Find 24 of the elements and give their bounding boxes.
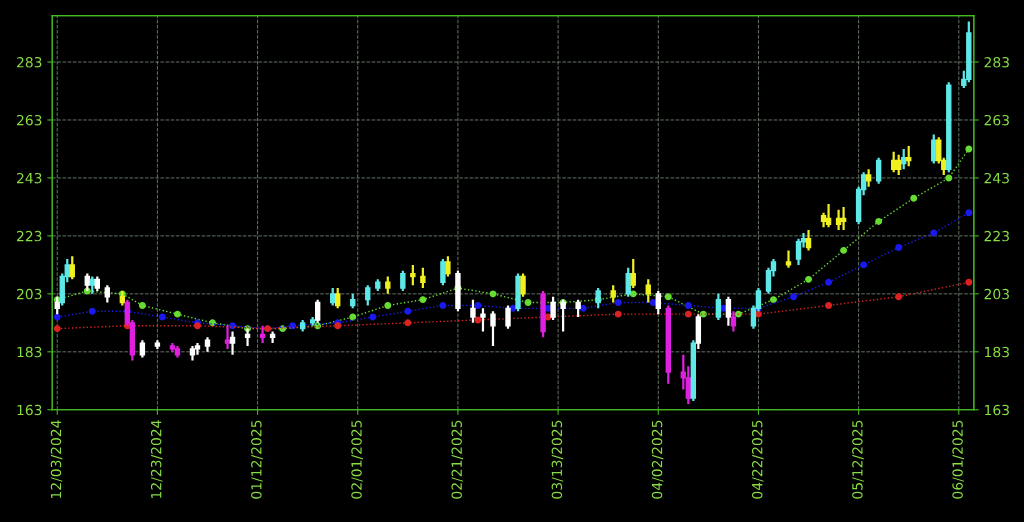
x-tick-label: 01/12/2025 [251, 420, 263, 499]
x-tick-label: 04/22/2025 [751, 420, 764, 499]
x-tick-label: 02/21/2025 [451, 420, 464, 499]
y-tick-label: 263 [17, 114, 42, 126]
y-tick-label: 223 [17, 230, 42, 242]
y-tick-label: 283 [17, 56, 42, 68]
x-tick-label: 02/01/2025 [351, 420, 363, 499]
y-tick-label: 243 [17, 172, 42, 184]
x-tick-label: 05/12/2025 [852, 420, 864, 499]
y-tick-label: 183 [17, 346, 42, 358]
y2-tick-label: 223 [984, 230, 1009, 242]
x-tick-label: 06/01/2025 [952, 420, 964, 499]
y2-tick-label: 263 [984, 114, 1009, 126]
y2-tick-label: 203 [984, 288, 1009, 300]
x-tick-label: 12/03/2024 [50, 420, 63, 499]
x-tick-label: 04/02/2025 [651, 420, 664, 499]
y-tick-label: 203 [17, 288, 42, 300]
x-tick-label: 12/23/2024 [150, 420, 163, 499]
y2-tick-label: 283 [984, 56, 1009, 68]
y-tick-label: 163 [17, 404, 42, 416]
y2-tick-label: 243 [984, 172, 1009, 184]
y2-tick-label: 183 [985, 346, 1009, 358]
x-tick-label: 03/13/2025 [551, 420, 564, 499]
y2-tick-label: 163 [985, 404, 1009, 416]
